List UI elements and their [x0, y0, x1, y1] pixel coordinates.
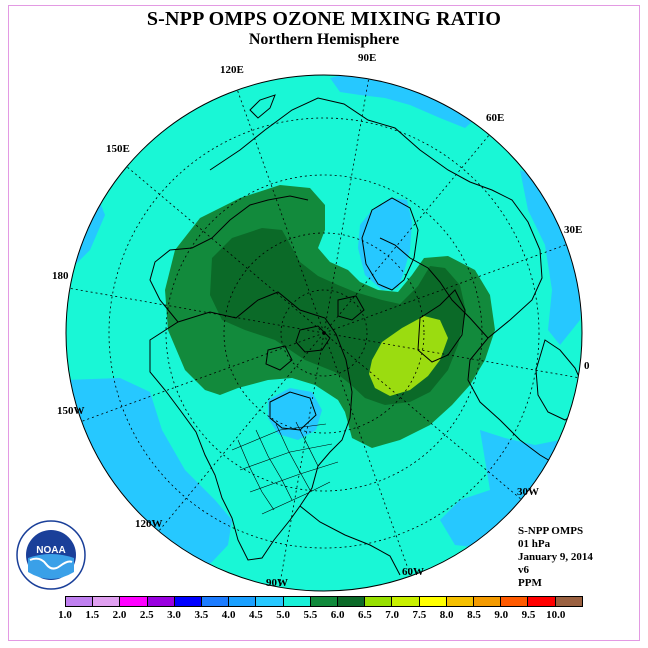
- colorbar-segment: [120, 597, 148, 606]
- colorbar-tick-label: 3.5: [194, 609, 209, 621]
- info-units: PPM: [518, 577, 542, 589]
- colorbar-tick-label: 2.0: [112, 609, 127, 621]
- colorbar-segment: [446, 597, 475, 606]
- colorbar-tick-label: 7.0: [385, 609, 400, 621]
- colorbar-segment: [93, 597, 121, 606]
- info-date: January 9, 2014: [518, 551, 593, 563]
- map-title: S-NPP OMPS OZONE MIXING RATIO: [146, 8, 502, 30]
- colorbar-tick-label: 5.5: [303, 609, 318, 621]
- contour-blue-top: [330, 75, 480, 128]
- lon-label-30e: 30E: [564, 224, 583, 236]
- colorbar-segment: [474, 597, 502, 606]
- colorbar-segment: [256, 597, 284, 606]
- colorbar-tick-label: 9.5: [521, 609, 536, 621]
- noaa-logo: NOAA: [16, 520, 86, 590]
- colorbar-tick-label: 5.0: [276, 609, 290, 621]
- colorbar-tick-label: 1.0: [58, 609, 72, 621]
- colorbar-segment: [555, 597, 582, 606]
- colorbar-tick-label: 7.5: [412, 609, 427, 621]
- longitude-grid: [67, 76, 581, 590]
- latitude-grid: [108, 117, 540, 549]
- info-version: v6: [518, 564, 529, 576]
- colorbar-tick-label: 3.0: [167, 609, 181, 621]
- colorbar-segment: [338, 597, 366, 606]
- lon-label-120w: 120W: [135, 518, 163, 530]
- colorbar-segment: [283, 597, 311, 606]
- lon-label-150e: 150E: [106, 143, 130, 155]
- colorbar-tick-label: 2.5: [139, 609, 154, 621]
- contour-blue-greenland: [358, 198, 412, 290]
- colorbar-tick-label: 4.0: [221, 609, 236, 621]
- lon-label-180: 180: [52, 270, 69, 282]
- colorbar-tick-label: 10.0: [546, 609, 566, 621]
- map-subtitle: Northern Hemisphere: [248, 31, 400, 48]
- lon-label-90e: 90E: [358, 52, 377, 64]
- colorbar-tick-label: 9.0: [494, 609, 509, 621]
- colorbar-segment: [365, 597, 393, 606]
- us-states: [231, 421, 339, 515]
- lon-label-60w: 60W: [402, 566, 424, 578]
- lon-label-0: 0: [584, 360, 590, 372]
- colorbar-segment: [310, 597, 339, 606]
- contour-lime-core: [369, 316, 448, 396]
- lon-label-30w: 30W: [517, 486, 539, 498]
- lon-label-150w: 150W: [57, 405, 85, 417]
- colorbar-tick-label: 8.0: [439, 609, 454, 621]
- colorbar-segment: [229, 597, 257, 606]
- noaa-logo-text: NOAA: [36, 545, 65, 556]
- colorbar-segment: [528, 597, 556, 606]
- colorbar-segment: [147, 597, 175, 606]
- lon-label-90w: 90W: [266, 577, 288, 589]
- coastlines: [149, 94, 582, 576]
- colorbar-segment: [392, 597, 420, 606]
- colorbar-tick-label: 6.5: [358, 609, 372, 621]
- colorbar-ticks: 1.0 1.5 2.0 2.5 3.0 3.5 4.0 4.5 5.0 5.5 6.0 6.5 7.0 7…: [58, 609, 583, 623]
- colorbar-tick-label: 4.5: [248, 609, 263, 621]
- map-disc-border: [65, 74, 583, 592]
- colorbar-tick-label: 6.0: [330, 609, 345, 621]
- info-instrument: S-NPP OMPS: [518, 525, 584, 537]
- info-block: S-NPP OMPS 01 hPa January 9, 2014 v6 PPM: [518, 525, 593, 590]
- colorbar-segment: [419, 597, 447, 606]
- colorbar-segment: [202, 597, 230, 606]
- lon-label-60e: 60E: [486, 112, 505, 124]
- colorbar-tick-label: 8.5: [467, 609, 481, 621]
- lon-label-120e: 120E: [220, 64, 244, 76]
- figure-frame: [8, 5, 640, 641]
- colorbar-segment: [501, 597, 529, 606]
- colorbar-tick-label: 1.5: [85, 609, 100, 621]
- colorbar-segment: [174, 597, 203, 606]
- colorbar-segment: [66, 597, 94, 606]
- info-level: 01 hPa: [518, 538, 551, 550]
- colorbar: [65, 596, 583, 607]
